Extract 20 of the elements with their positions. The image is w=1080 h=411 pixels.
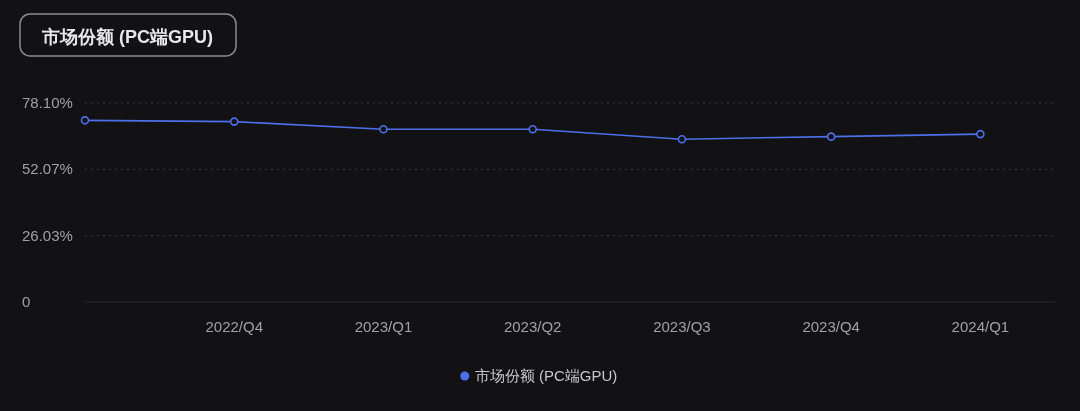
point xyxy=(528,124,537,134)
legend: 市场份额 (PC端GPU) xyxy=(460,367,618,384)
y-tick-label: 52.07% xyxy=(22,160,73,178)
y-tick-label: 78.10% xyxy=(22,94,73,111)
point xyxy=(677,134,687,144)
x-tick-label: 2023/Q3 xyxy=(653,318,711,335)
y-tick-label: 26.03% xyxy=(22,226,73,244)
x-tick-label: 2023/Q2 xyxy=(503,318,562,335)
x-tick-label: 2023/Q1 xyxy=(354,318,413,335)
point xyxy=(80,116,90,125)
x-tick-label: 2023/Q4 xyxy=(802,318,860,335)
x-tick-label: 2022/Q4 xyxy=(205,318,263,335)
point xyxy=(826,132,836,141)
chart-title: 市场份额 (PC端GPU) xyxy=(41,27,214,47)
title: 市场份额 (PC端GPU) xyxy=(19,13,237,57)
point xyxy=(379,124,388,134)
point xyxy=(976,129,985,139)
point xyxy=(229,117,239,126)
x-tick-label: 2024/Q1 xyxy=(951,318,1010,335)
y-tick-label: 0 xyxy=(22,293,31,310)
